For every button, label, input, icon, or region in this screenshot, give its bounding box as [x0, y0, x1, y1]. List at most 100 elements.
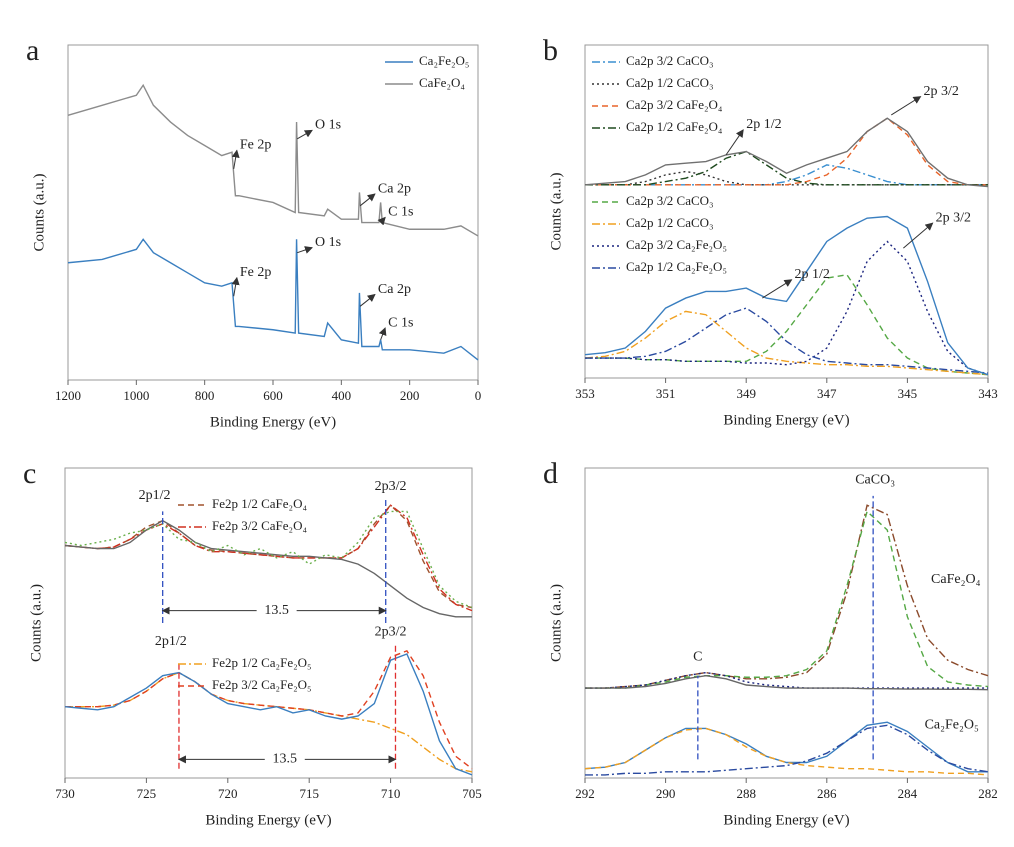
x-tick-label: 343	[978, 386, 998, 401]
x-tick-label: 600	[263, 388, 283, 403]
panel-label: b	[543, 34, 558, 67]
x-axis-title: Binding Energy (eV)	[723, 412, 849, 428]
y-axis-title: Counts (a.u.)	[31, 174, 47, 252]
x-tick-label: 1000	[123, 388, 149, 403]
legend-label: Ca2p 3/2 CaCO₃	[626, 53, 714, 68]
series-line	[584, 117, 989, 188]
legend-label: Fe2p 3/2 Ca₂Fe₂O₅	[212, 677, 312, 692]
x-tick-label: 288	[736, 786, 756, 801]
annotation: 2p3/2	[375, 479, 407, 494]
annotation: C	[693, 649, 702, 664]
annotation: Ca 2p	[378, 181, 411, 196]
series-line	[64, 510, 473, 609]
annotation: C 1s	[388, 315, 413, 330]
x-tick-label: 353	[575, 386, 595, 401]
legend-label: Ca2p 3/2 CaFe₂O₄	[626, 97, 723, 112]
x-tick-label: 715	[299, 786, 319, 801]
series-line	[585, 504, 989, 689]
annotation-leader	[725, 129, 744, 156]
annotation: Ca 2p	[378, 282, 411, 297]
x-tick-label: 282	[978, 786, 998, 801]
legend-label: Ca2p 1/2 CaFe₂O₄	[626, 119, 723, 134]
legend-label: Ca₂Fe₂O₅	[419, 53, 469, 68]
x-tick-label: 730	[55, 786, 75, 801]
x-axis-title: Binding Energy (eV)	[205, 812, 331, 828]
annotation-leader	[377, 216, 386, 226]
x-tick-label: 351	[656, 386, 676, 401]
series-line	[585, 510, 989, 689]
annotation: 13.5	[264, 603, 289, 618]
annotation-leader	[359, 193, 376, 207]
x-tick-label: 290	[656, 786, 676, 801]
legend-label: Ca2p 3/2 CaCO₃	[626, 193, 714, 208]
panel-label: c	[23, 457, 36, 490]
legend-label: CaFe₂O₄	[419, 75, 465, 90]
series-line	[65, 650, 473, 770]
annotation: C 1s	[388, 205, 413, 220]
plot-frame	[584, 44, 989, 379]
series-line	[585, 164, 988, 186]
series-line	[64, 504, 473, 612]
panel-label: a	[26, 34, 39, 67]
x-tick-label: 292	[575, 786, 595, 801]
annotation: O 1s	[315, 235, 341, 250]
series-line	[585, 674, 989, 691]
annotation-leader	[297, 246, 313, 254]
legend-label: Fe2p 1/2 Ca₂Fe₂O₅	[212, 655, 312, 670]
series-line	[585, 671, 988, 689]
series-line	[585, 274, 989, 376]
legend-label: Fe2p 1/2 CaFe₂O₄	[212, 496, 307, 511]
x-axis-title: Binding Energy (eV)	[723, 812, 849, 828]
annotation-leader	[762, 279, 793, 299]
annotation-leader	[231, 149, 240, 170]
series-line	[64, 653, 473, 776]
annotation: 2p 3/2	[924, 84, 959, 99]
legend-label: Ca2p 3/2 Ca₂Fe₂O₅	[626, 237, 727, 252]
x-tick-label: 347	[817, 386, 837, 401]
x-tick-label: 1200	[55, 388, 81, 403]
x-tick-label: 349	[736, 386, 756, 401]
series-line	[584, 215, 989, 376]
panel-label: d	[543, 457, 558, 490]
legend-label: Ca2p 1/2 CaCO₃	[626, 75, 714, 90]
x-tick-label: 705	[462, 786, 482, 801]
annotation: 2p1/2	[139, 488, 171, 503]
series-line	[67, 83, 479, 237]
x-tick-label: 400	[332, 388, 352, 403]
annotation: 2p 3/2	[936, 210, 971, 225]
series-line	[585, 150, 988, 186]
annotation: Ca₂Fe₂O₅	[925, 718, 979, 733]
annotation-leader	[378, 327, 387, 340]
plot-frame	[584, 467, 989, 779]
annotation: CaCO₃	[855, 473, 895, 488]
series-line	[64, 519, 472, 618]
series-line	[585, 724, 989, 776]
x-tick-label: 345	[898, 386, 918, 401]
annotation-leader	[891, 96, 922, 116]
y-axis-title: Counts (a.u.)	[548, 173, 564, 251]
annotation: 2p 1/2	[795, 267, 830, 282]
annotation: 2p1/2	[155, 634, 187, 649]
annotation: O 1s	[315, 118, 341, 133]
annotation: CaFe₂O₄	[931, 572, 981, 587]
x-tick-label: 725	[137, 786, 157, 801]
x-tick-label: 800	[195, 388, 215, 403]
legend-label: Fe2p 3/2 CaFe₂O₄	[212, 518, 307, 533]
x-tick-label: 710	[381, 786, 401, 801]
y-axis-title: Counts (a.u.)	[548, 584, 564, 662]
x-tick-label: 286	[817, 786, 837, 801]
plot-frame	[64, 467, 473, 779]
annotation-leader	[903, 222, 934, 249]
series-line	[584, 310, 989, 376]
series-line	[585, 307, 989, 374]
y-axis-title: Counts (a.u.)	[28, 584, 44, 662]
annotation-leader	[297, 129, 313, 140]
legend-label: Ca2p 1/2 CaCO₃	[626, 215, 714, 230]
annotation-leader	[359, 293, 376, 307]
x-tick-label: 720	[218, 786, 238, 801]
annotation: Fe 2p	[240, 138, 272, 153]
annotation: 2p 1/2	[746, 117, 781, 132]
annotation-leader	[231, 276, 240, 297]
